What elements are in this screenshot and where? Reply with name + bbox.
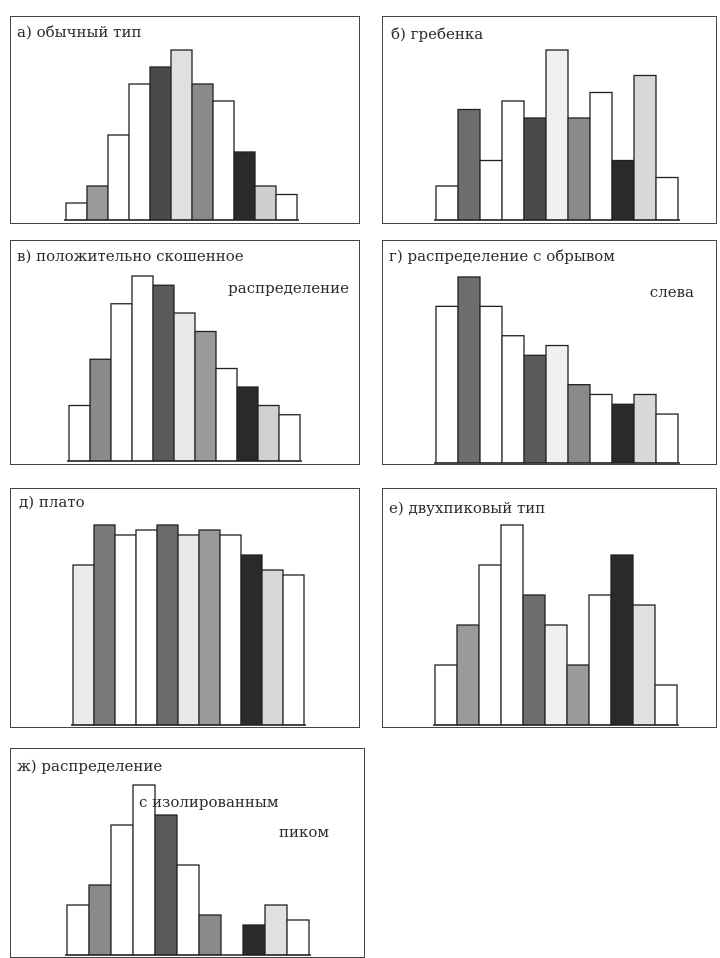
histogram-bar: [177, 534, 200, 726]
histogram-bar: [93, 524, 116, 726]
histogram-bar: [523, 117, 547, 221]
histogram-bar: [545, 344, 569, 464]
histogram-bar: [66, 904, 90, 956]
histogram-bar: [215, 367, 238, 462]
histogram-bar: [589, 393, 613, 464]
histogram-zh-plot: [65, 784, 311, 956]
histogram-bar: [479, 305, 503, 464]
histogram-bar: [154, 814, 178, 956]
histogram-bar: [434, 664, 458, 726]
histogram-bar: [242, 924, 266, 956]
histogram-bar: [131, 275, 154, 462]
histogram-bar: [435, 185, 459, 221]
histogram-panel-zh: ж) распределение с изолированным пиком: [10, 748, 365, 958]
histogram-bar: [282, 574, 305, 726]
histogram-bar: [264, 904, 288, 956]
histogram-panel-v: в) положительно скошенное распределение: [10, 240, 360, 465]
histogram-bar: [566, 664, 590, 726]
histogram-bar: [86, 185, 109, 221]
histogram-bar: [240, 554, 263, 726]
histogram-bar: [89, 358, 112, 462]
histogram-bar: [456, 624, 480, 726]
histogram-bar: [254, 185, 277, 221]
histogram-bar: [212, 100, 235, 221]
histogram-v-plot: [67, 275, 302, 462]
histogram-bar: [275, 193, 298, 221]
histogram-panel-e: е) двухпиковый тип: [382, 488, 717, 728]
histogram-bar: [457, 108, 481, 221]
histogram-a-title: а) обычный тип: [17, 23, 142, 41]
histogram-bar: [88, 884, 112, 956]
histogram-bar: [194, 330, 217, 462]
histogram-bar: [588, 594, 612, 726]
histogram-bar: [435, 305, 459, 464]
histogram-bar: [152, 284, 175, 462]
histogram-panel-a: а) обычный тип: [10, 16, 360, 224]
histogram-bar: [633, 393, 657, 464]
histogram-bar: [655, 176, 679, 221]
histogram-bar: [233, 151, 256, 221]
histogram-a-plot: [64, 49, 299, 221]
histogram-bar: [611, 403, 635, 464]
histogram-bar: [107, 134, 130, 221]
histogram-bar: [135, 529, 158, 726]
histogram-bar: [544, 624, 568, 726]
histogram-bar: [170, 49, 193, 221]
histogram-bar: [72, 564, 95, 726]
histogram-bar: [632, 604, 656, 726]
histogram-bar: [501, 335, 525, 464]
histogram-bar: [567, 117, 591, 221]
histogram-bar: [219, 534, 242, 726]
histogram-bar: [261, 569, 284, 726]
histogram-bar: [68, 404, 91, 462]
histogram-bar: [278, 414, 301, 462]
histogram-panel-g: г) распределение с обрывом слева: [382, 240, 717, 465]
histogram-bar: [457, 276, 481, 464]
histogram-b-plot: [434, 49, 680, 221]
histogram-d-title: д) плато: [19, 493, 85, 511]
histogram-zh-title-line3: пиком: [279, 823, 330, 841]
histogram-e-plot: [433, 524, 679, 726]
histogram-e-title: е) двухпиковый тип: [389, 499, 546, 517]
histogram-bar: [257, 404, 280, 462]
histogram-bar: [567, 384, 591, 464]
histogram-bar: [501, 100, 525, 221]
histogram-d-plot: [71, 524, 306, 726]
histogram-bar: [65, 202, 88, 221]
histogram-b-title: б) гребенка: [391, 25, 484, 43]
histogram-bar: [128, 83, 151, 221]
histogram-g-plot: [434, 276, 680, 464]
histogram-bar: [149, 66, 172, 221]
histogram-bar: [610, 554, 634, 726]
histogram-bar: [114, 534, 137, 726]
histogram-v-title-line2: распределение: [228, 279, 349, 297]
histogram-zh-title-line1: ж) распределение: [17, 757, 163, 775]
histogram-bar: [479, 159, 503, 221]
histogram-bar: [110, 824, 134, 956]
histogram-bar: [110, 303, 133, 462]
histogram-bar: [523, 354, 547, 464]
histogram-bar: [478, 564, 502, 726]
histogram-bar: [198, 914, 222, 956]
histogram-g-title-line1: г) распределение с обрывом: [389, 247, 615, 265]
histogram-bar: [191, 83, 214, 221]
histogram-bar: [156, 524, 179, 726]
histogram-bar: [611, 159, 635, 221]
histogram-panel-d: д) плато: [10, 488, 360, 728]
histogram-bar: [545, 49, 569, 221]
histogram-bar: [633, 74, 657, 221]
histogram-bar: [589, 91, 613, 221]
histogram-bar: [198, 529, 221, 726]
histogram-bar: [655, 413, 679, 464]
histogram-bar: [500, 524, 524, 726]
histogram-panel-b: б) гребенка: [382, 16, 717, 224]
histogram-bar: [236, 386, 259, 462]
histogram-v-title-line1: в) положительно скошенное: [17, 247, 244, 265]
histogram-bar: [176, 864, 200, 956]
histogram-g-title-line2: слева: [649, 283, 694, 301]
histogram-bar: [654, 684, 678, 726]
histogram-zh-title-line2: с изолированным: [139, 793, 279, 811]
histogram-bar: [173, 312, 196, 462]
histogram-bar: [522, 594, 546, 726]
